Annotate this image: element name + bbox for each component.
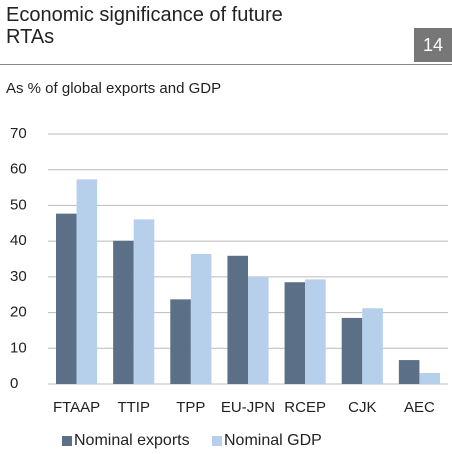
bar	[305, 279, 326, 384]
x-tick-label: FTAAP	[53, 399, 100, 416]
y-tick-label: 40	[10, 232, 27, 249]
legend-swatch	[212, 436, 222, 446]
bar	[248, 276, 269, 384]
x-tick-label: RCEP	[284, 399, 326, 416]
legend-label: Nominal GDP	[224, 432, 322, 449]
chart-title: Economic significance of future RTAs	[6, 4, 283, 48]
y-tick-label: 20	[10, 304, 27, 321]
x-tick-label: AEC	[404, 399, 435, 416]
bar	[113, 240, 134, 384]
chart-number: 14	[414, 28, 452, 62]
x-tick-label: TTIP	[117, 399, 150, 416]
legend-label: Nominal exports	[74, 432, 190, 449]
x-tick-label: TPP	[176, 399, 205, 416]
chart-subtitle: As % of global exports and GDP	[6, 80, 222, 97]
bar	[133, 219, 155, 384]
bar	[227, 255, 248, 384]
bar	[190, 254, 212, 384]
bar	[341, 317, 363, 384]
y-tick-label: 50	[10, 196, 27, 213]
bar	[170, 299, 191, 384]
y-tick-label: 30	[10, 268, 27, 285]
bar	[362, 308, 383, 384]
x-tick-label: EU-JPN	[221, 399, 275, 416]
bar	[56, 213, 77, 384]
y-tick-label: 60	[10, 161, 27, 178]
legend-swatch	[62, 436, 72, 446]
x-tick-label: CJK	[348, 399, 376, 416]
bar	[76, 179, 98, 384]
y-tick-label: 70	[10, 125, 27, 142]
y-tick-label: 0	[10, 375, 18, 392]
bar	[284, 282, 306, 384]
bar	[419, 372, 440, 384]
y-tick-label: 10	[10, 339, 27, 356]
bar	[398, 360, 420, 384]
divider	[0, 64, 452, 65]
